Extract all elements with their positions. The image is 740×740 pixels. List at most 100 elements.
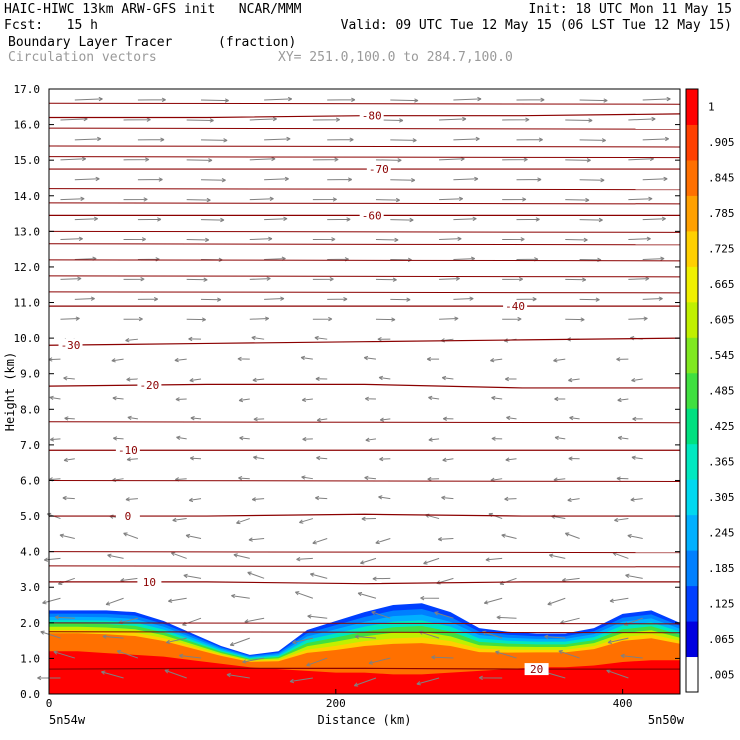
vector-arrow [49,395,61,401]
contour-label: 10 [143,576,156,589]
vector-arrow [327,296,348,302]
vector-arrow [439,316,459,321]
vector-arrow [312,538,328,545]
colorbar-label: .845 [708,172,735,185]
vector-arrow [478,675,503,681]
vector-arrow [642,216,666,222]
vector-arrow [431,655,454,660]
vector-arrow [316,417,328,423]
vector-arrow [247,571,265,579]
circulation-vectors [37,96,671,687]
vector-arrow [74,176,100,182]
vector-arrow [201,217,225,223]
vector-arrow [579,177,605,183]
vector-arrow [631,455,643,460]
colorbar-label: .065 [708,633,735,646]
vector-arrow [560,617,580,625]
vector-arrow [375,237,399,243]
vector-arrow [249,196,274,202]
vector-arrow [434,611,454,619]
vector-arrow [453,96,482,102]
vector-arrow [62,495,75,501]
colorbar-label: 1 [708,101,715,114]
vector-arrow [186,317,206,322]
x-tick-label: 400 [613,697,633,710]
vector-arrow [437,536,454,542]
contour-label: -20 [139,379,159,392]
vector-arrow [368,657,391,665]
vector-arrow [327,137,354,142]
vector-arrow [60,156,87,162]
vector-arrow [353,677,377,687]
plot-frame [48,88,681,695]
contour-label-bg [503,300,528,313]
vector-arrow [628,236,651,241]
field-units: (fraction) [218,35,297,50]
vector-arrow [485,557,503,562]
vector-arrow [416,677,440,686]
colorbar-cell [686,301,698,338]
vector-arrow [491,395,503,401]
vector-arrow [568,456,580,461]
vector-arrow [249,276,271,281]
contour-line [48,667,680,670]
vector-arrow [126,457,138,462]
y-tick-label: 7.0 [20,439,40,452]
vector-arrow [42,597,61,605]
vector-arrow [441,375,454,381]
colorbar-label: .365 [708,455,735,468]
vector-arrow [54,615,75,620]
vector-arrow [569,415,580,421]
vector-arrow [420,595,440,601]
vector-arrow [628,276,650,281]
vector-arrow [558,649,580,659]
vector-arrow [375,158,402,163]
vector-arrow [176,435,187,440]
contour-line [48,230,681,233]
vector-arrow [312,316,333,322]
vector-arrow [312,237,336,242]
vector-arrow [186,237,210,243]
colorbar-label: .485 [708,385,735,398]
vector-arrow [378,495,391,500]
vector-arrow [428,437,440,442]
vector-arrow [312,117,341,122]
contour-label: -10 [118,444,138,457]
vector-arrow [453,216,477,222]
vector-arrow [312,197,337,202]
vector-arrow [617,435,629,441]
vector-arrow [102,634,124,639]
vector-arrow [244,617,265,624]
vector-arrow [453,176,479,182]
vector-arrow [201,177,226,183]
contour-line [48,421,681,424]
colorbar-cell [686,514,698,551]
vector-arrow [123,117,151,122]
colorbar: .005 .065 .125 .185 .245 .305 .365 .425 .485 .545… [685,88,735,693]
tracer-band-max [49,651,680,694]
vector-arrow [123,277,145,282]
vector-arrow [186,197,211,203]
vector-arrow [170,551,187,559]
x-tick-label: 200 [326,697,346,710]
vector-arrow [174,357,187,363]
y-tick-label: 2.0 [20,617,40,630]
vector-arrow [201,297,222,302]
contour-label: -80 [362,110,382,123]
vector-arrow [309,572,328,579]
contour-label-bg [137,379,162,392]
vector-arrow [327,217,351,222]
vector-arrow [201,98,229,103]
vector-arrow [390,177,416,183]
vector-arrow [314,495,328,501]
vector-arrow [442,457,454,463]
vector-arrow [252,377,265,383]
vector-arrow [63,457,75,463]
y-tick-label: 13.0 [14,225,41,238]
contour-label-bg [115,510,140,523]
vector-arrow [127,415,138,421]
vector-arrow [296,557,313,562]
vector-arrow [316,455,328,461]
contour-line [48,291,681,294]
